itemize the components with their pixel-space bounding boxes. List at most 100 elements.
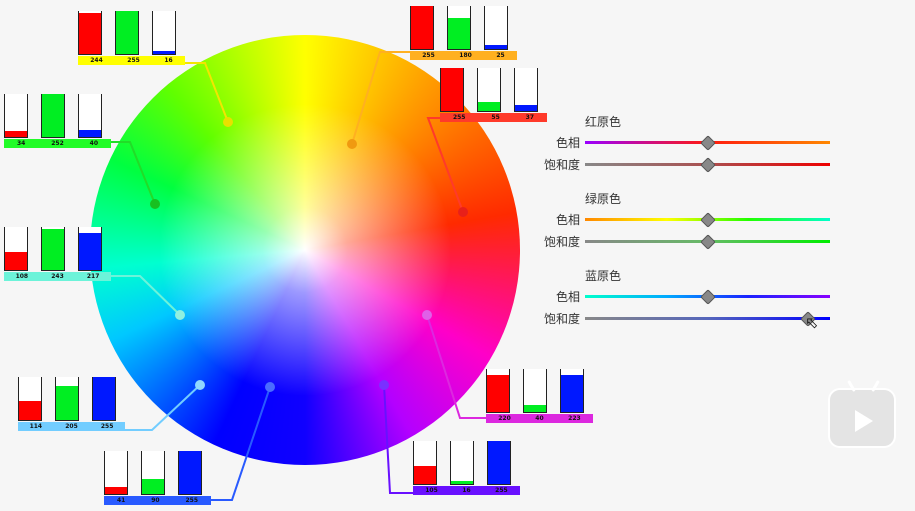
red-saturation-slider[interactable] bbox=[585, 156, 830, 173]
swatch-fill-g bbox=[448, 18, 470, 49]
swatch-bar-g bbox=[55, 377, 79, 421]
swatch-magenta: 220 40 223 bbox=[486, 369, 593, 429]
rgb-value-g: 252 bbox=[51, 140, 64, 147]
rgb-value-g: 255 bbox=[127, 57, 140, 64]
swatch-bar-g bbox=[523, 369, 547, 413]
rgb-value-g: 55 bbox=[491, 114, 500, 121]
swatch-orange: 255 180 25 bbox=[410, 6, 517, 66]
rgb-value-b: 217 bbox=[86, 273, 100, 280]
blue-primary-title: 蓝原色 bbox=[585, 269, 622, 283]
swatch-fill-r bbox=[411, 6, 433, 49]
swatch-skyblue: 114 205 255 bbox=[18, 377, 125, 437]
swatch-fill-b bbox=[485, 44, 507, 49]
rgb-value-g: 40 bbox=[535, 415, 544, 422]
swatch-bar-b bbox=[78, 227, 102, 271]
green-saturation-label: 饱和度 bbox=[543, 235, 580, 249]
red-saturation-thumb[interactable] bbox=[699, 156, 716, 173]
swatch-bar-b bbox=[178, 451, 202, 495]
swatch-cyan: 108 243 217 bbox=[4, 227, 111, 287]
swatch-bar-b bbox=[487, 441, 511, 485]
red-saturation-label: 饱和度 bbox=[543, 158, 580, 172]
swatch-fill-g bbox=[42, 229, 64, 270]
rgb-value-g: 16 bbox=[462, 487, 471, 494]
swatch-bar-b bbox=[484, 6, 508, 50]
rgb-value-b: 223 bbox=[568, 415, 581, 422]
blue-hue-slider[interactable] bbox=[585, 288, 830, 305]
rgb-value-b: 255 bbox=[100, 423, 114, 430]
blue-hue-thumb[interactable] bbox=[699, 288, 716, 305]
swatch-fill-b bbox=[561, 374, 583, 412]
swatch-fill-r bbox=[79, 12, 101, 54]
rgb-value-g: 205 bbox=[65, 423, 78, 430]
swatch-fill-r bbox=[5, 251, 27, 270]
swatch-fill-r bbox=[19, 400, 41, 420]
swatch-fill-g bbox=[478, 101, 500, 111]
green-saturation-slider[interactable] bbox=[585, 233, 830, 250]
swatch-bar-g bbox=[41, 227, 65, 271]
swatch-fill-b bbox=[153, 51, 175, 54]
swatch-bar-b bbox=[560, 369, 584, 413]
red-primary-title: 红原色 bbox=[585, 115, 622, 129]
swatch-violet: 105 16 255 bbox=[413, 441, 520, 501]
rgb-value-tag: 244 255 16 bbox=[78, 56, 185, 65]
red-hue-slider[interactable] bbox=[585, 134, 830, 151]
swatch-fill-b bbox=[93, 377, 115, 420]
green-hue-slider[interactable] bbox=[585, 211, 830, 228]
swatch-bar-b bbox=[92, 377, 116, 421]
swatch-fill-r bbox=[5, 131, 27, 137]
swatch-fill-g bbox=[142, 478, 164, 494]
rgb-value-tag: 105 16 255 bbox=[413, 486, 520, 495]
swatch-bar-r bbox=[104, 451, 128, 495]
blue-saturation-slider[interactable] bbox=[585, 310, 830, 327]
rgb-value-r: 255 bbox=[422, 52, 435, 59]
red-hue-thumb[interactable] bbox=[699, 134, 716, 151]
rgb-value-r: 220 bbox=[498, 415, 511, 422]
primary-controls-panel: 红原色 色相 饱和度 绿原色 色相 饱和度 蓝原色 色相 饱和度 bbox=[540, 110, 840, 330]
rgb-value-tag: 108 243 217 bbox=[4, 272, 111, 281]
rgb-value-tag: 114 205 255 bbox=[18, 422, 125, 431]
swatch-bar-r bbox=[4, 94, 28, 138]
rgb-value-b: 40 bbox=[89, 140, 99, 147]
rgb-value-tag: 220 40 223 bbox=[486, 414, 593, 423]
swatch-bar-r bbox=[4, 227, 28, 271]
rgb-value-r: 108 bbox=[15, 273, 29, 280]
rgb-value-r: 34 bbox=[16, 140, 26, 147]
rgb-value-r: 255 bbox=[452, 114, 466, 121]
swatch-bar-b bbox=[78, 94, 102, 138]
swatch-bar-r bbox=[440, 68, 464, 112]
swatch-fill-b bbox=[179, 451, 201, 494]
red-hue-label: 色相 bbox=[555, 136, 580, 150]
swatch-bar-r bbox=[18, 377, 42, 421]
green-hue-thumb[interactable] bbox=[699, 211, 716, 228]
swatch-bar-b bbox=[514, 68, 538, 112]
rgb-value-r: 244 bbox=[90, 57, 103, 64]
green-hue-label: 色相 bbox=[555, 213, 580, 227]
swatch-fill-r bbox=[105, 487, 127, 494]
swatch-green: 34 252 40 bbox=[4, 94, 111, 154]
swatch-fill-g bbox=[56, 385, 78, 420]
swatch-fill-b bbox=[79, 233, 101, 270]
swatch-fill-g bbox=[116, 11, 138, 54]
cursor-arrow-icon: ⬁ bbox=[805, 313, 819, 332]
swatch-bar-r bbox=[410, 6, 434, 50]
rgb-value-b: 37 bbox=[525, 114, 535, 121]
swatch-bar-r bbox=[486, 369, 510, 413]
blue-hue-label: 色相 bbox=[555, 290, 580, 304]
swatch-bar-r bbox=[78, 11, 102, 55]
rgb-value-b: 255 bbox=[495, 487, 508, 494]
rgb-value-b: 16 bbox=[164, 57, 173, 64]
swatch-fill-r bbox=[441, 68, 463, 111]
green-primary-title: 绿原色 bbox=[585, 192, 622, 206]
rgb-value-tag: 34 252 40 bbox=[4, 139, 111, 148]
swatch-fill-b bbox=[515, 104, 537, 111]
rgb-value-r: 41 bbox=[116, 497, 126, 504]
swatch-bar-g bbox=[141, 451, 165, 495]
play-tv-icon[interactable] bbox=[828, 380, 896, 448]
green-saturation-thumb[interactable] bbox=[699, 233, 716, 250]
rgb-value-b: 255 bbox=[185, 497, 199, 504]
rgb-value-b: 25 bbox=[496, 52, 505, 59]
rgb-value-g: 243 bbox=[51, 273, 64, 280]
swatch-fill-b bbox=[488, 441, 510, 484]
rgb-value-r: 105 bbox=[425, 487, 438, 494]
